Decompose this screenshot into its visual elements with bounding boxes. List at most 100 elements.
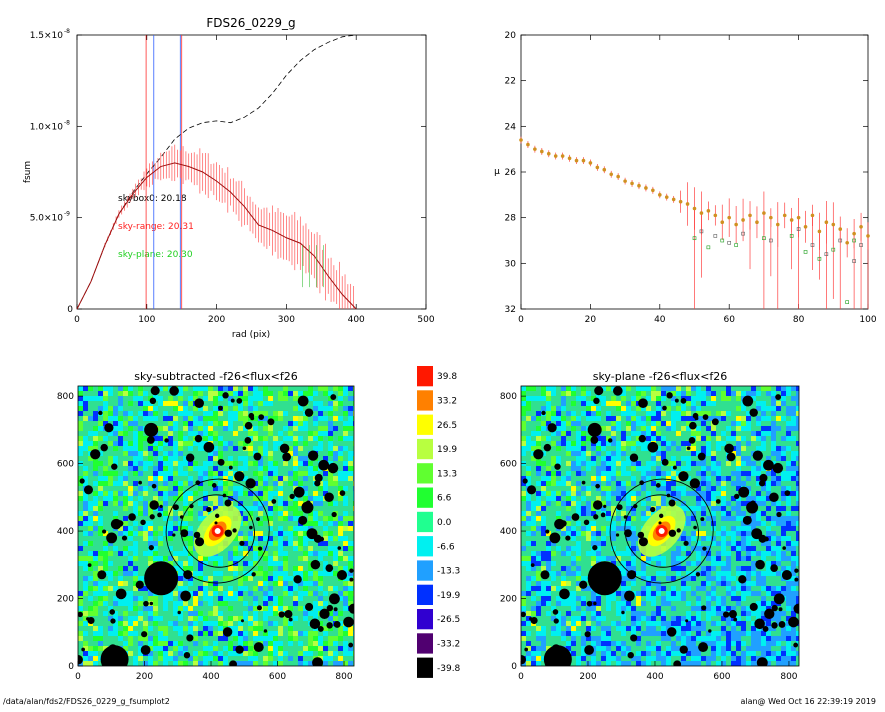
noise-pixel <box>556 491 561 496</box>
noise-pixel <box>253 396 258 401</box>
noise-pixel <box>348 466 353 471</box>
data-point <box>741 231 745 236</box>
noise-pixel <box>666 476 671 481</box>
noise-pixel <box>611 641 616 646</box>
noise-pixel <box>721 391 726 396</box>
noise-pixel <box>771 516 776 521</box>
noise-pixel <box>113 501 118 506</box>
star-mask <box>333 621 341 628</box>
noise-pixel <box>686 651 691 656</box>
noise-pixel <box>213 436 218 441</box>
noise-pixel <box>571 441 576 446</box>
noise-pixel <box>123 496 128 501</box>
noise-pixel <box>586 526 591 531</box>
noise-pixel <box>611 536 616 541</box>
noise-pixel <box>606 651 611 656</box>
star-mask <box>676 528 681 533</box>
noise-pixel <box>98 391 103 396</box>
noise-pixel <box>138 391 143 396</box>
noise-pixel <box>353 541 354 546</box>
noise-pixel <box>546 601 551 606</box>
noise-pixel <box>726 501 731 506</box>
noise-pixel <box>283 561 288 566</box>
noise-pixel <box>228 566 233 571</box>
noise-pixel <box>656 421 661 426</box>
noise-pixel <box>108 481 113 486</box>
noise-pixel <box>791 596 796 601</box>
star-mask <box>343 616 354 628</box>
noise-pixel <box>318 481 323 486</box>
noise-pixel <box>213 571 218 576</box>
noise-pixel <box>561 401 566 406</box>
noise-pixel <box>776 476 781 481</box>
noise-pixel <box>113 421 118 426</box>
noise-pixel <box>243 586 248 591</box>
noise-pixel <box>103 436 108 441</box>
noise-pixel <box>313 516 318 521</box>
noise-pixel <box>751 566 756 571</box>
noise-pixel <box>681 641 686 646</box>
noise-pixel <box>278 506 283 511</box>
noise-pixel <box>273 601 278 606</box>
colorbar-label: -6.6 <box>437 542 455 552</box>
noise-pixel <box>551 576 556 581</box>
noise-pixel <box>586 461 591 466</box>
noise-pixel <box>541 591 546 596</box>
noise-pixel <box>706 611 711 616</box>
noise-pixel <box>601 536 606 541</box>
noise-pixel <box>163 451 168 456</box>
noise-pixel <box>138 461 143 466</box>
noise-pixel <box>188 421 193 426</box>
star-mask <box>533 449 544 460</box>
noise-pixel <box>338 401 343 406</box>
noise-pixel <box>283 551 288 556</box>
noise-pixel <box>133 441 138 446</box>
noise-pixel <box>631 441 636 446</box>
noise-pixel <box>616 441 621 446</box>
noise-pixel <box>706 591 711 596</box>
noise-pixel <box>616 491 621 496</box>
noise-pixel <box>751 431 756 436</box>
noise-pixel <box>796 406 799 411</box>
noise-pixel <box>571 536 576 541</box>
noise-pixel <box>646 631 651 636</box>
noise-pixel <box>786 596 791 601</box>
noise-pixel <box>128 501 133 506</box>
noise-pixel <box>263 591 268 596</box>
noise-pixel <box>123 521 128 526</box>
noise-pixel <box>606 481 611 486</box>
data-point <box>782 213 787 218</box>
data-point <box>796 215 801 220</box>
noise-pixel <box>521 446 526 451</box>
noise-pixel <box>591 611 596 616</box>
noise-pixel <box>716 606 721 611</box>
noise-pixel <box>333 426 338 431</box>
noise-pixel <box>253 616 258 621</box>
noise-pixel <box>726 551 731 556</box>
noise-pixel <box>681 556 686 561</box>
noise-pixel <box>158 396 163 401</box>
noise-pixel <box>756 646 761 651</box>
noise-pixel <box>133 471 138 476</box>
noise-pixel <box>168 431 173 436</box>
noise-pixel <box>333 401 338 406</box>
noise-pixel <box>198 386 203 391</box>
noise-pixel <box>178 391 183 396</box>
data-point <box>734 222 738 227</box>
star-mask <box>301 501 314 514</box>
star-mask <box>330 394 337 401</box>
noise-pixel <box>721 536 726 541</box>
noise-pixel <box>551 561 556 566</box>
star-mask <box>239 540 245 546</box>
noise-pixel <box>766 646 771 651</box>
noise-pixel <box>133 581 138 586</box>
noise-pixel <box>591 561 596 566</box>
noise-pixel <box>671 551 676 556</box>
noise-pixel <box>646 476 651 481</box>
noise-pixel <box>183 551 188 556</box>
noise-pixel <box>721 546 726 551</box>
noise-pixel <box>521 631 526 636</box>
bright-star-mask <box>100 645 129 666</box>
noise-pixel <box>213 621 218 626</box>
star-mask <box>305 602 314 611</box>
